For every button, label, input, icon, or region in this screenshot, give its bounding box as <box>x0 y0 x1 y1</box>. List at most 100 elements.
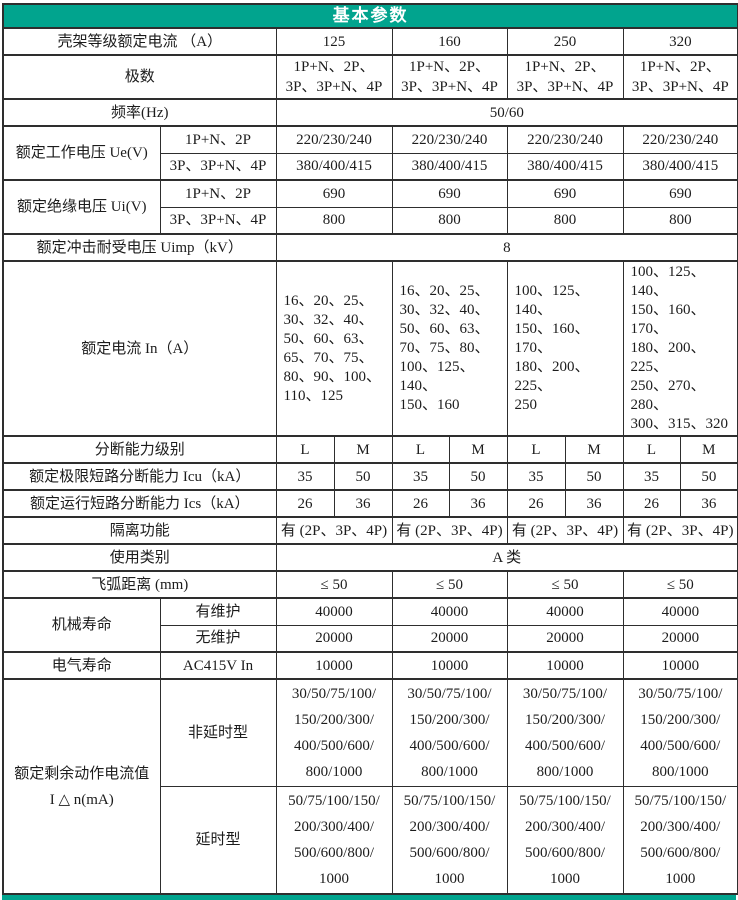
poles-label: 极数 <box>2 54 277 100</box>
ui-value: 800 <box>391 206 508 235</box>
mech-life-value: 40000 <box>391 597 508 626</box>
ics-value: 36 <box>564 489 624 518</box>
ui-value: 690 <box>391 179 508 208</box>
poles-value: 1P+N、2P、 3P、3P+N、4P <box>506 54 624 100</box>
elec-life-value: 10000 <box>506 651 624 680</box>
table-bottom-accent-bar <box>2 895 736 900</box>
breaking-class-value: M <box>333 435 393 464</box>
ui-value: 800 <box>622 206 738 235</box>
ue-label: 额定工作电压 Ue(V) <box>2 125 161 181</box>
spec-sheet-page: 基本参数 壳架等级额定电流 （A） 125 160 250 320 极数 1P+… <box>2 3 738 900</box>
breaking-class-value: M <box>679 435 738 464</box>
poles-row: 极数 1P+N、2P、 3P、3P+N、4P 1P+N、2P、 3P、3P+N、… <box>2 54 738 100</box>
rated-current-row: 额定电流 In（A） 16、20、25、 30、32、40、 50、60、63、… <box>2 260 738 437</box>
frame-current-value: 160 <box>391 27 508 56</box>
ui-value: 690 <box>622 179 738 208</box>
ics-value: 26 <box>391 489 450 518</box>
mech-life-value: 20000 <box>391 624 508 653</box>
residual-value: 30/50/75/100/ 150/200/300/ 400/500/600/ … <box>506 678 624 787</box>
ue-value: 220/230/240 <box>275 125 393 154</box>
ics-value: 26 <box>275 489 335 518</box>
ics-label: 额定运行短路分断能力 Ics（kA） <box>2 489 277 518</box>
arc-distance-value: ≤ 50 <box>391 570 508 599</box>
mech-life-value: 20000 <box>506 624 624 653</box>
usage-category-row: 使用类别 A 类 <box>2 543 738 572</box>
residual-sub-label: 延时型 <box>159 786 277 895</box>
frequency-label: 频率(Hz) <box>2 98 277 127</box>
residual-value: 50/75/100/150/ 200/300/400/ 500/600/800/… <box>275 786 393 895</box>
elec-life-value: 10000 <box>275 651 393 680</box>
residual-value: 30/50/75/100/ 150/200/300/ 400/500/600/ … <box>391 678 508 787</box>
mech-life-value: 40000 <box>275 597 393 626</box>
frame-current-row: 壳架等级额定电流 （A） 125 160 250 320 <box>2 27 738 56</box>
breaking-class-label: 分断能力级别 <box>2 435 277 464</box>
ui-sub-label: 1P+N、2P <box>159 179 277 208</box>
icu-value: 50 <box>448 462 508 491</box>
poles-value: 1P+N、2P、 3P、3P+N、4P <box>391 54 508 100</box>
arc-distance-row: 飞弧距离 (mm) ≤ 50 ≤ 50 ≤ 50 ≤ 50 <box>2 570 738 599</box>
arc-distance-value: ≤ 50 <box>622 570 738 599</box>
mech-life-row-2: 无维护 20000 20000 20000 20000 <box>3 624 738 653</box>
residual-value: 50/75/100/150/ 200/300/400/ 500/600/800/… <box>506 786 624 895</box>
basic-params-table: 基本参数 壳架等级额定电流 （A） 125 160 250 320 极数 1P+… <box>2 3 738 895</box>
mech-life-value: 20000 <box>275 624 393 653</box>
frequency-row: 频率(Hz) 50/60 <box>2 98 738 127</box>
residual-value: 50/75/100/150/ 200/300/400/ 500/600/800/… <box>391 786 508 895</box>
ics-row: 额定运行短路分断能力 Ics（kA） 26 36 26 36 26 36 26 … <box>2 489 738 518</box>
ui-value: 690 <box>275 179 393 208</box>
residual-value: 30/50/75/100/ 150/200/300/ 400/500/600/ … <box>275 678 393 787</box>
breaking-class-row: 分断能力级别 L M L M L M L M <box>2 435 738 464</box>
ui-value: 690 <box>506 179 624 208</box>
ue-value: 380/400/415 <box>275 152 393 181</box>
ue-value: 380/400/415 <box>506 152 624 181</box>
poles-value: 1P+N、2P、 3P、3P+N、4P <box>275 54 393 100</box>
isolation-value: 有 (2P、3P、4P) <box>622 516 738 545</box>
ue-value: 380/400/415 <box>391 152 508 181</box>
ui-label: 额定绝缘电压 Ui(V) <box>2 179 161 235</box>
icu-value: 35 <box>622 462 681 491</box>
ue-value: 220/230/240 <box>506 125 624 154</box>
ui-value: 800 <box>506 206 624 235</box>
icu-value: 50 <box>679 462 738 491</box>
breaking-class-value: L <box>622 435 681 464</box>
ue-sub-label: 1P+N、2P <box>159 125 277 154</box>
residual-value: 30/50/75/100/ 150/200/300/ 400/500/600/ … <box>622 678 738 787</box>
breaking-class-value: L <box>391 435 450 464</box>
isolation-value: 有 (2P、3P、4P) <box>506 516 624 545</box>
icu-value: 50 <box>564 462 624 491</box>
elec-life-value: 10000 <box>391 651 508 680</box>
rated-current-value: 100、125、140、 150、160、170、 180、200、225、 2… <box>622 260 738 437</box>
rated-current-value: 16、20、25、 30、32、40、 50、60、63、 70、75、80、 … <box>391 260 508 437</box>
ics-value: 36 <box>679 489 738 518</box>
elec-life-sub-label: AC415V In <box>159 651 277 680</box>
breaking-class-value: L <box>506 435 566 464</box>
ue-sub-label: 3P、3P+N、4P <box>159 152 277 181</box>
breaking-class-value: M <box>448 435 508 464</box>
usage-category-label: 使用类别 <box>2 543 277 572</box>
residual-value: 50/75/100/150/ 200/300/400/ 500/600/800/… <box>622 786 738 895</box>
mech-life-value: 40000 <box>506 597 624 626</box>
residual-sub-label: 非延时型 <box>159 678 277 787</box>
elec-life-row: 电气寿命 AC415V In 10000 10000 10000 10000 <box>2 651 738 680</box>
poles-value: 1P+N、2P、 3P、3P+N、4P <box>622 54 738 100</box>
frequency-value: 50/60 <box>275 98 738 127</box>
arc-distance-label: 飞弧距离 (mm) <box>2 570 277 599</box>
uimp-row: 额定冲击耐受电压 Uimp（kV） 8 <box>2 233 738 262</box>
elec-life-label: 电气寿命 <box>2 651 161 680</box>
ics-value: 36 <box>333 489 393 518</box>
mech-life-label: 机械寿命 <box>2 597 161 653</box>
ue-value: 220/230/240 <box>391 125 508 154</box>
ue-value: 220/230/240 <box>622 125 738 154</box>
icu-value: 35 <box>506 462 566 491</box>
icu-value: 50 <box>333 462 393 491</box>
elec-life-value: 10000 <box>622 651 738 680</box>
frame-current-value: 125 <box>275 27 393 56</box>
breaking-class-value: L <box>275 435 335 464</box>
table-title-row: 基本参数 <box>2 3 738 29</box>
mech-life-value: 40000 <box>622 597 738 626</box>
mech-life-sub-label: 无维护 <box>159 624 277 653</box>
residual-current-row-1: 额定剩余动作电流值 I △ n(mA) 非延时型 30/50/75/100/ 1… <box>2 678 738 895</box>
rated-current-value: 16、20、25、 30、32、40、 50、60、63、 65、70、75、 … <box>275 260 393 437</box>
frame-current-value: 250 <box>506 27 624 56</box>
ui-sub-label: 3P、3P+N、4P <box>159 206 277 235</box>
